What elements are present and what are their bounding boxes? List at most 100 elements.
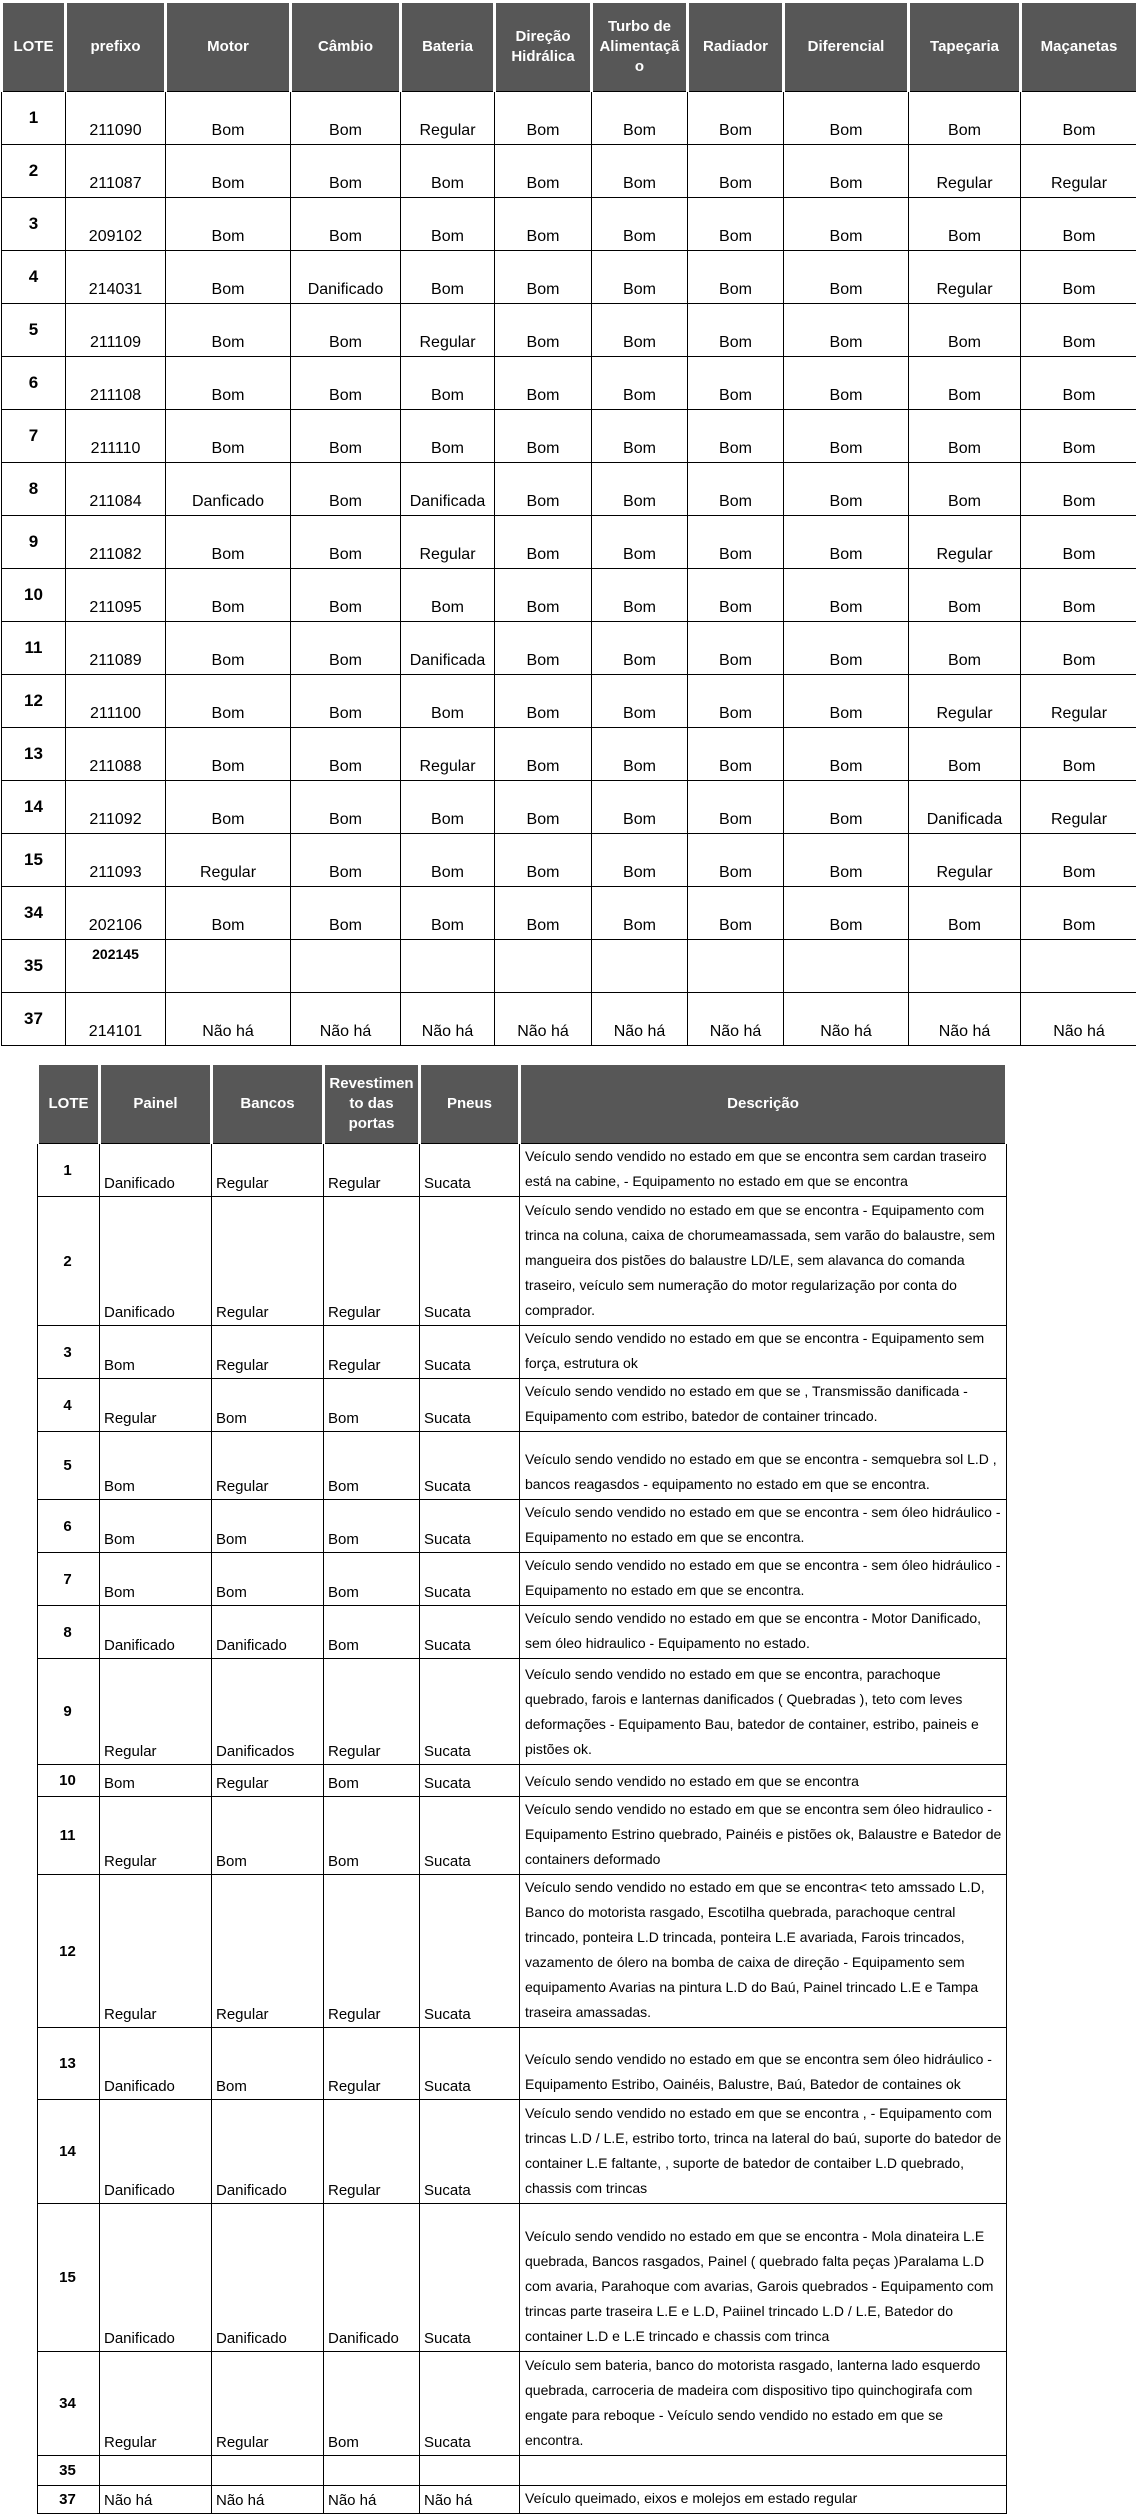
- cell-pneus: Sucata: [419, 1499, 520, 1553]
- table-row: 1 211090 Bom Bom Regular Bom Bom Bom Bom Bom Bom: [1, 91, 1136, 145]
- cell-lote: 13: [1, 727, 66, 781]
- cell-descricao: Veículo sem bateria, banco do motorista …: [519, 2351, 1007, 2456]
- cell-cambio: Bom: [290, 91, 401, 145]
- cell-macanetas: Bom: [1020, 568, 1136, 622]
- cell-direcao_hidraulica: Bom: [494, 303, 592, 357]
- cell-lote: 9: [1, 515, 66, 569]
- cell-revestimento_das_portas: Bom: [323, 1431, 420, 1500]
- cell-tapecaria: Bom: [908, 886, 1021, 940]
- table-row: 4 214031 Bom Danificado Bom Bom Bom Bom Bom Regul…: [1, 250, 1136, 304]
- cell-lote: 15: [37, 2203, 100, 2352]
- table-row: 15 Danificado Danificado Danificado Sucata Ve…: [37, 2203, 1007, 2352]
- table-row: 9 Regular Danificados Regular Sucata Veículo …: [37, 1658, 1007, 1765]
- column-header-lote: LOTE: [0, 0, 67, 92]
- cell-pneus: Não há: [419, 2485, 520, 2514]
- cell-painel: Regular: [99, 1658, 212, 1765]
- cell-lote: 2: [1, 144, 66, 198]
- cell-pneus: Sucata: [419, 1796, 520, 1875]
- cell-bateria: [400, 939, 495, 993]
- table-row: 7 211110 Bom Bom Bom Bom Bom Bom Bom Bom Bom: [1, 409, 1136, 463]
- cell-bateria: Bom: [400, 144, 495, 198]
- column-header-descricao: Descrição: [518, 1062, 1008, 1144]
- cell-diferencial: Bom: [783, 886, 909, 940]
- cell-turbo_de_alimentacao: Bom: [591, 515, 688, 569]
- cell-tapecaria: Não há: [908, 992, 1021, 1046]
- cell-bateria: Bom: [400, 833, 495, 887]
- cell-radiador: Bom: [687, 91, 784, 145]
- cell-bateria: Bom: [400, 780, 495, 834]
- column-header-radiador: Radiador: [686, 0, 785, 92]
- cell-macanetas: Regular: [1020, 144, 1136, 198]
- cell-pneus: Sucata: [419, 1378, 520, 1432]
- cell-lote: 12: [1, 674, 66, 728]
- cell-pneus: Sucata: [419, 2099, 520, 2204]
- cell-revestimento_das_portas: Bom: [323, 1552, 420, 1606]
- cell-motor: Bom: [165, 356, 291, 410]
- table-row: 5 211109 Bom Bom Regular Bom Bom Bom Bom Bom Bom: [1, 303, 1136, 357]
- cell-lote: 34: [1, 886, 66, 940]
- cell-tapecaria: Regular: [908, 833, 1021, 887]
- cell-cambio: [290, 939, 401, 993]
- cell-cambio: Bom: [290, 515, 401, 569]
- column-header-cambio: Câmbio: [289, 0, 402, 92]
- cell-motor: Bom: [165, 886, 291, 940]
- cell-radiador: Bom: [687, 197, 784, 251]
- cell-turbo_de_alimentacao: Bom: [591, 303, 688, 357]
- table-row: 12 Regular Regular Regular Sucata Veículo sen…: [37, 1874, 1007, 2028]
- cell-tapecaria: Bom: [908, 409, 1021, 463]
- cell-painel: Regular: [99, 2351, 212, 2456]
- table-row: 34 Regular Regular Bom Sucata Veículo sem bat…: [37, 2351, 1007, 2456]
- cell-tapecaria: [908, 939, 1021, 993]
- cell-bancos: Danificado: [211, 2203, 324, 2352]
- cell-motor: Regular: [165, 833, 291, 887]
- column-header-pneus: Pneus: [418, 1062, 521, 1144]
- cell-direcao_hidraulica: Bom: [494, 674, 592, 728]
- cell-prefixo: 211090: [65, 91, 166, 145]
- column-header-painel: Painel: [98, 1062, 213, 1144]
- cell-diferencial: Bom: [783, 250, 909, 304]
- table1-header: LOTE prefixo Motor Câmbio Bateria Direção Hid…: [0, 0, 1136, 92]
- cell-cambio: Danificado: [290, 250, 401, 304]
- cell-lote: 10: [37, 1764, 100, 1797]
- cell-direcao_hidraulica: Bom: [494, 91, 592, 145]
- cell-macanetas: Bom: [1020, 621, 1136, 675]
- cell-macanetas: Bom: [1020, 515, 1136, 569]
- cell-lote: 6: [37, 1499, 100, 1553]
- cell-bateria: Danificada: [400, 621, 495, 675]
- cell-painel: [99, 2455, 212, 2486]
- cell-motor: Bom: [165, 409, 291, 463]
- cell-cambio: Bom: [290, 409, 401, 463]
- table-row: 13 211088 Bom Bom Regular Bom Bom Bom Bom Bom Bom: [1, 727, 1136, 781]
- table1-body: 1 211090 Bom Bom Regular Bom Bom Bom Bom Bom Bom 2 2…: [1, 91, 1136, 1046]
- cell-diferencial: Bom: [783, 674, 909, 728]
- table-row: 14 211092 Bom Bom Bom Bom Bom Bom Bom Danificada R…: [1, 780, 1136, 834]
- cell-tapecaria: Regular: [908, 144, 1021, 198]
- cell-macanetas: Bom: [1020, 833, 1136, 887]
- cell-painel: Danificado: [99, 1605, 212, 1659]
- cell-cambio: Bom: [290, 568, 401, 622]
- cell-turbo_de_alimentacao: Bom: [591, 144, 688, 198]
- table2-header: LOTE Painel Bancos Revestimento das portas P…: [36, 1062, 1008, 1144]
- cell-pneus: Sucata: [419, 1552, 520, 1606]
- cell-lote: 11: [37, 1796, 100, 1875]
- cell-painel: Danificado: [99, 1143, 212, 1197]
- cell-direcao_hidraulica: Bom: [494, 833, 592, 887]
- cell-diferencial: Bom: [783, 621, 909, 675]
- cell-motor: Bom: [165, 727, 291, 781]
- cell-macanetas: Bom: [1020, 197, 1136, 251]
- cell-prefixo: 211109: [65, 303, 166, 357]
- cell-revestimento_das_portas: Bom: [323, 1499, 420, 1553]
- cell-pneus: [419, 2455, 520, 2486]
- cell-painel: Regular: [99, 1874, 212, 2028]
- cell-tapecaria: Regular: [908, 674, 1021, 728]
- cell-motor: Bom: [165, 568, 291, 622]
- cell-lote: 11: [1, 621, 66, 675]
- cell-bancos: Regular: [211, 1431, 324, 1500]
- cell-motor: Bom: [165, 515, 291, 569]
- table-row: 11 211089 Bom Bom Danificada Bom Bom Bom Bom Bom B…: [1, 621, 1136, 675]
- cell-turbo_de_alimentacao: Bom: [591, 462, 688, 516]
- table-row: 37 Não há Não há Não há Não há Veículo queima…: [37, 2485, 1007, 2514]
- cell-cambio: Bom: [290, 727, 401, 781]
- cell-painel: Não há: [99, 2485, 212, 2514]
- cell-tapecaria: Bom: [908, 621, 1021, 675]
